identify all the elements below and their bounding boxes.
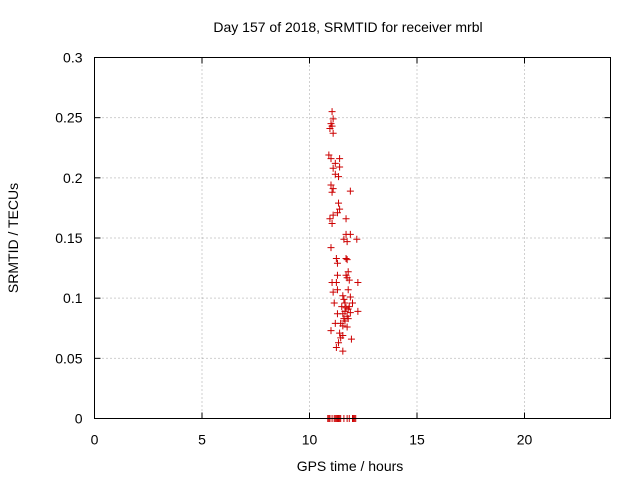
data-point — [344, 268, 352, 276]
y-tick-labels: 0 0.05 0.1 0.15 0.2 0.25 0.3 — [55, 50, 82, 427]
data-point — [329, 115, 337, 123]
data-point — [336, 155, 344, 163]
data-point — [327, 155, 335, 163]
data-point — [335, 199, 343, 207]
y-tick-label: 0.3 — [63, 50, 83, 66]
data-point — [339, 347, 347, 355]
data-point — [341, 317, 349, 325]
data-point — [327, 244, 335, 252]
y-tick-label: 0.05 — [55, 350, 82, 366]
data-point — [335, 339, 343, 347]
y-axis-label: SRMTID / TECUs — [5, 183, 21, 293]
data-point — [345, 276, 353, 284]
data-point — [333, 271, 341, 279]
x-tick-label: 0 — [91, 432, 99, 448]
data-point — [329, 129, 337, 137]
x-tick-label: 15 — [409, 432, 425, 448]
x-tick-label: 20 — [517, 432, 533, 448]
data-point — [330, 299, 338, 307]
data-point — [346, 187, 354, 195]
y-tick-label: 0.25 — [55, 110, 82, 126]
data-point — [354, 279, 362, 287]
x-axis-label: GPS time / hours — [297, 458, 404, 474]
grid — [94, 57, 611, 419]
x-tick-label: 10 — [302, 432, 318, 448]
data-point — [342, 254, 350, 262]
data-point — [333, 286, 341, 294]
scatter-series — [324, 108, 362, 422]
data-point — [346, 293, 354, 301]
data-point — [333, 259, 341, 267]
data-point — [332, 344, 340, 352]
x-tick-label: 5 — [198, 432, 206, 448]
data-point — [339, 310, 347, 318]
x-tick-labels: 0 5 10 15 20 — [91, 432, 533, 448]
data-point — [335, 173, 343, 181]
data-point — [336, 205, 344, 213]
data-point — [331, 159, 339, 167]
data-point — [343, 323, 351, 331]
data-point — [326, 124, 334, 132]
data-point — [346, 309, 354, 317]
data-point — [341, 299, 349, 307]
data-point — [332, 254, 340, 262]
data-point — [346, 230, 354, 238]
data-point — [347, 335, 355, 343]
data-point — [343, 256, 351, 264]
data-point — [339, 292, 347, 300]
data-point — [354, 307, 362, 315]
data-point — [328, 188, 336, 196]
plot-frame — [94, 57, 611, 419]
data-point — [327, 327, 335, 335]
data-point — [338, 303, 346, 311]
y-tick-label: 0.1 — [63, 290, 83, 306]
data-point — [328, 108, 336, 116]
data-point — [329, 185, 337, 193]
data-point — [353, 235, 361, 243]
chart-title: Day 157 of 2018, SRMTID for receiver mrb… — [213, 19, 482, 35]
data-point — [333, 209, 341, 217]
ticks — [94, 57, 611, 419]
y-tick-label: 0.15 — [55, 230, 82, 246]
data-point — [329, 164, 337, 172]
data-point — [328, 220, 336, 228]
data-point — [325, 151, 333, 159]
data-point — [327, 181, 335, 189]
data-point — [332, 279, 340, 287]
y-tick-label: 0.2 — [63, 170, 83, 186]
data-point — [337, 334, 345, 342]
data-point — [344, 286, 352, 294]
data-point — [340, 295, 348, 303]
data-point — [349, 299, 356, 307]
y-tick-label: 0 — [75, 411, 83, 427]
data-point — [329, 288, 337, 296]
data-point — [339, 322, 347, 330]
data-point — [342, 215, 350, 223]
data-point — [336, 163, 344, 171]
data-point — [329, 211, 337, 219]
data-point — [343, 238, 351, 246]
data-point — [326, 215, 334, 223]
